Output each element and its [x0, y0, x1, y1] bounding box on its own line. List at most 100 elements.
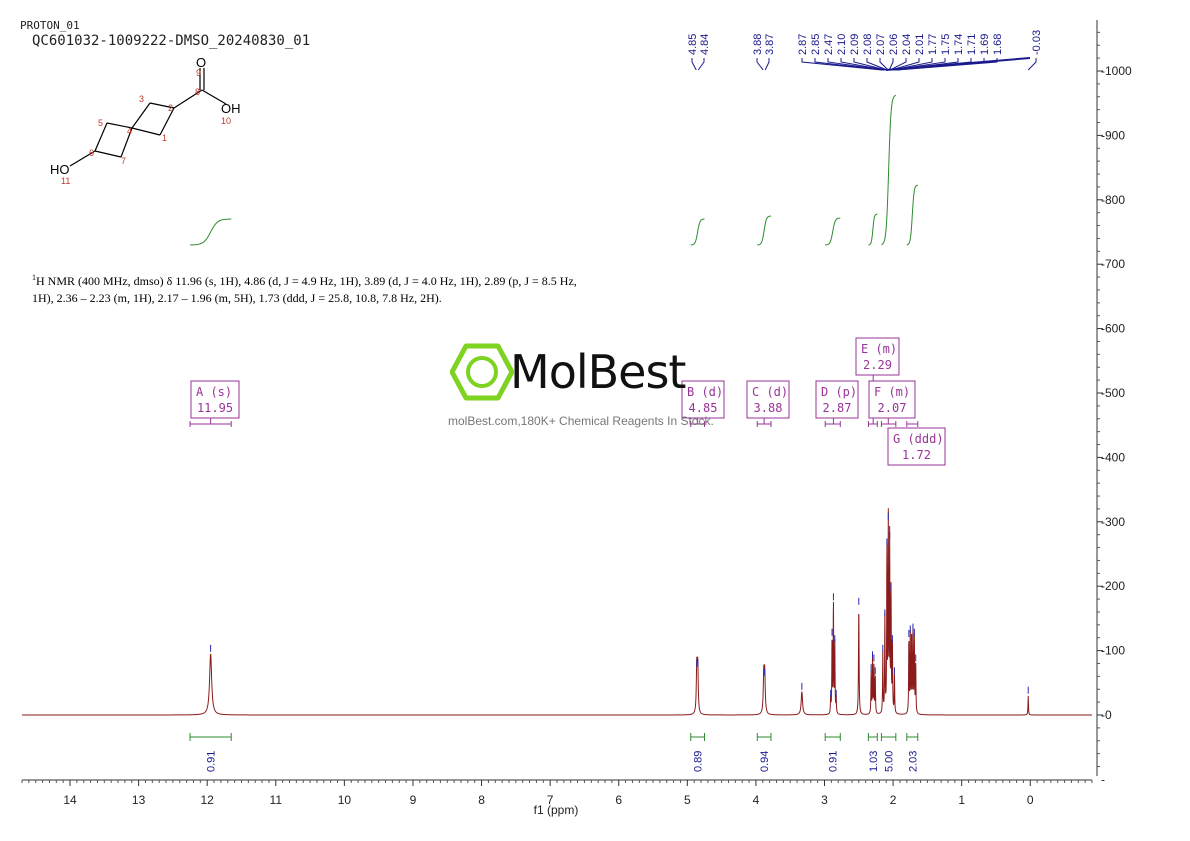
peak-label-leader	[827, 58, 885, 71]
x-tick-label: 10	[338, 793, 352, 807]
y-tick-label: -900	[1101, 128, 1125, 142]
y-tick-label: -300	[1101, 515, 1125, 529]
peak-label-leader	[697, 58, 705, 71]
x-tick-label: 11	[270, 793, 283, 807]
x-tick-label: 7	[547, 793, 554, 807]
x-axis-label: f1 (ppm)	[534, 803, 579, 817]
peak-label: 2.01	[914, 34, 926, 55]
y-tick-label: -200	[1101, 579, 1125, 593]
peak-label-leader	[889, 58, 907, 71]
peak-label: 1.68	[992, 34, 1004, 55]
y-tick-label: -500	[1101, 386, 1125, 400]
multiplet-label: F (m)	[874, 385, 910, 399]
integral-bar: 1.03	[868, 733, 880, 772]
peak-label: 4.85	[687, 34, 699, 55]
watermark-url: molBest.com,180K+ Chemical Reagents In S…	[448, 414, 714, 428]
multiplet-label: D (p)	[821, 385, 857, 399]
multiplet-box: A (s) 11.95	[189, 380, 240, 427]
peak-label: 1.71	[966, 34, 978, 55]
spectrum-trace	[22, 508, 1092, 716]
y-tick-label: -700	[1101, 257, 1125, 271]
multiplet-box-border	[855, 337, 900, 376]
atom-number: 8	[195, 87, 200, 97]
peak-label-leader	[897, 58, 998, 71]
experiment-name: PROTON_01	[20, 19, 80, 32]
peak-label-leader	[840, 58, 886, 71]
x-tick-label: 4	[753, 793, 760, 807]
peak-label-leader	[801, 58, 883, 71]
peak-label: 2.47	[823, 34, 835, 55]
atom-o9: O	[196, 55, 206, 70]
atom-oh10: OH	[221, 101, 241, 116]
atom-number: 4	[127, 126, 132, 136]
multiplet-box-border	[746, 380, 790, 419]
peak-label-leader	[888, 58, 894, 71]
spectrum-line	[22, 508, 1092, 716]
x-tick-label: 9	[410, 793, 417, 807]
integral-value: 0.94	[759, 751, 771, 772]
integral-bar: 0.94	[756, 733, 772, 772]
multiplet-box-border	[815, 380, 859, 419]
peak-label: 1.77	[927, 34, 939, 55]
integral-bar: 0.91	[189, 733, 232, 772]
multiplet-shift: 4.85	[689, 401, 718, 415]
peak-label-leader	[891, 58, 920, 71]
multiplet-box-border	[190, 380, 240, 419]
atom-number: 9	[196, 68, 201, 78]
peak-label-leader	[892, 58, 933, 71]
y-tick-label: -1000	[1101, 64, 1132, 78]
atom-number: 3	[139, 94, 144, 104]
atom-number: 1	[162, 133, 167, 143]
peak-label: 2.10	[836, 34, 848, 55]
multiplet-box: B (d) 4.85	[681, 380, 725, 427]
peak-label: 2.07	[875, 34, 887, 55]
multiplet-label: E (m)	[861, 342, 897, 356]
atom-number: 2	[168, 103, 173, 113]
y-tick-label: -100	[1101, 644, 1125, 658]
x-tick-label: 12	[201, 793, 215, 807]
peak-label-leader	[764, 58, 770, 71]
integral-curve	[825, 217, 841, 246]
atom-ho11: HO	[50, 162, 70, 177]
peak-label: 2.85	[810, 34, 822, 55]
molecule-structure: O OH HO 1 2 3 4 5 6 7 8 9 10 11	[50, 55, 241, 186]
integral-curve	[881, 94, 896, 246]
peak-label-leader	[879, 58, 889, 71]
multiplet-box: F (m) 2.07	[868, 380, 916, 427]
multiplet-label: C (d)	[752, 385, 788, 399]
x-tick-label: 2	[890, 793, 897, 807]
peak-labels: 4.85 4.84 3.88 3.87 2.87 2.85 2.47 2.10 2.09 2.08…	[687, 30, 1043, 71]
integral-curve	[906, 184, 918, 246]
multiplet-shift: 2.07	[878, 401, 907, 415]
multiplet-box-border	[681, 380, 725, 419]
multiplet-box-border	[887, 427, 946, 466]
integral-value: 0.91	[206, 751, 218, 772]
integral-value: 0.91	[828, 751, 840, 772]
multiplet-shift: 3.88	[754, 401, 783, 415]
peak-label-leader	[866, 58, 888, 71]
multiplet-box-border	[868, 380, 916, 419]
multiplet-box: C (d) 3.88	[746, 380, 790, 427]
y-tick-label: -	[1101, 772, 1105, 786]
multiplet-label: B (d)	[687, 385, 723, 399]
multiplet-box: E (m) 2.29	[855, 337, 900, 427]
integral-curve	[690, 218, 705, 246]
atom-numbers: 1 2 3 4 5 6 7 8 9 10 11	[61, 68, 231, 186]
x-tick-label: 14	[63, 793, 77, 807]
integral-bar: 5.00	[880, 733, 897, 772]
peak-label: 2.87	[797, 34, 809, 55]
sample-name: QC601032-1009222-DMSO_20240830_01	[32, 33, 311, 49]
y-tick-label: -0	[1101, 708, 1112, 722]
peak-label: 2.06	[888, 34, 900, 55]
x-tick-label: 6	[615, 793, 622, 807]
x-tick-label: 5	[684, 793, 691, 807]
peak-label: 3.88	[752, 34, 764, 55]
x-tick-label: 13	[132, 793, 146, 807]
nucleus-superscript: 1	[32, 273, 36, 282]
peak-label-leader	[885, 57, 1031, 71]
y-tick-label: -600	[1101, 322, 1125, 336]
multiplet-shift: 2.29	[863, 358, 892, 372]
molecule-bonds	[69, 68, 227, 167]
multiplet-shift: 11.95	[197, 401, 233, 415]
